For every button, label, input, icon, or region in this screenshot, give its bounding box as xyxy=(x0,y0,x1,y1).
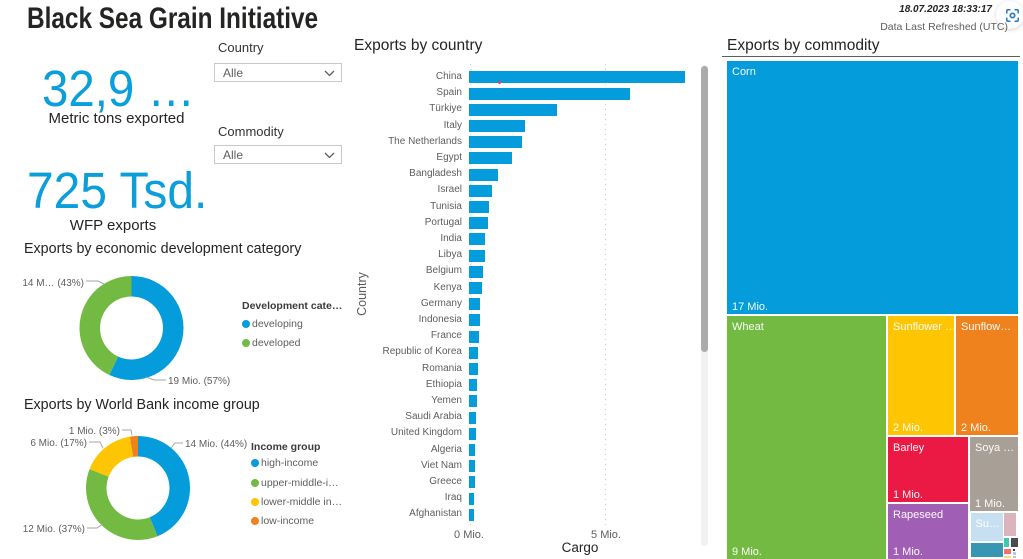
svg-text:14 Mio. (44%): 14 Mio. (44%) xyxy=(185,439,247,450)
svg-text:14 M… (43%): 14 M… (43%) xyxy=(22,278,84,289)
svg-text:19 Mio. (57%): 19 Mio. (57%) xyxy=(168,376,230,387)
svg-text:1 Mio. (3%): 1 Mio. (3%) xyxy=(69,426,120,437)
svg-text:6 Mio. (17%): 6 Mio. (17%) xyxy=(30,438,87,449)
svg-text:12 Mio. (37%): 12 Mio. (37%) xyxy=(23,524,85,535)
